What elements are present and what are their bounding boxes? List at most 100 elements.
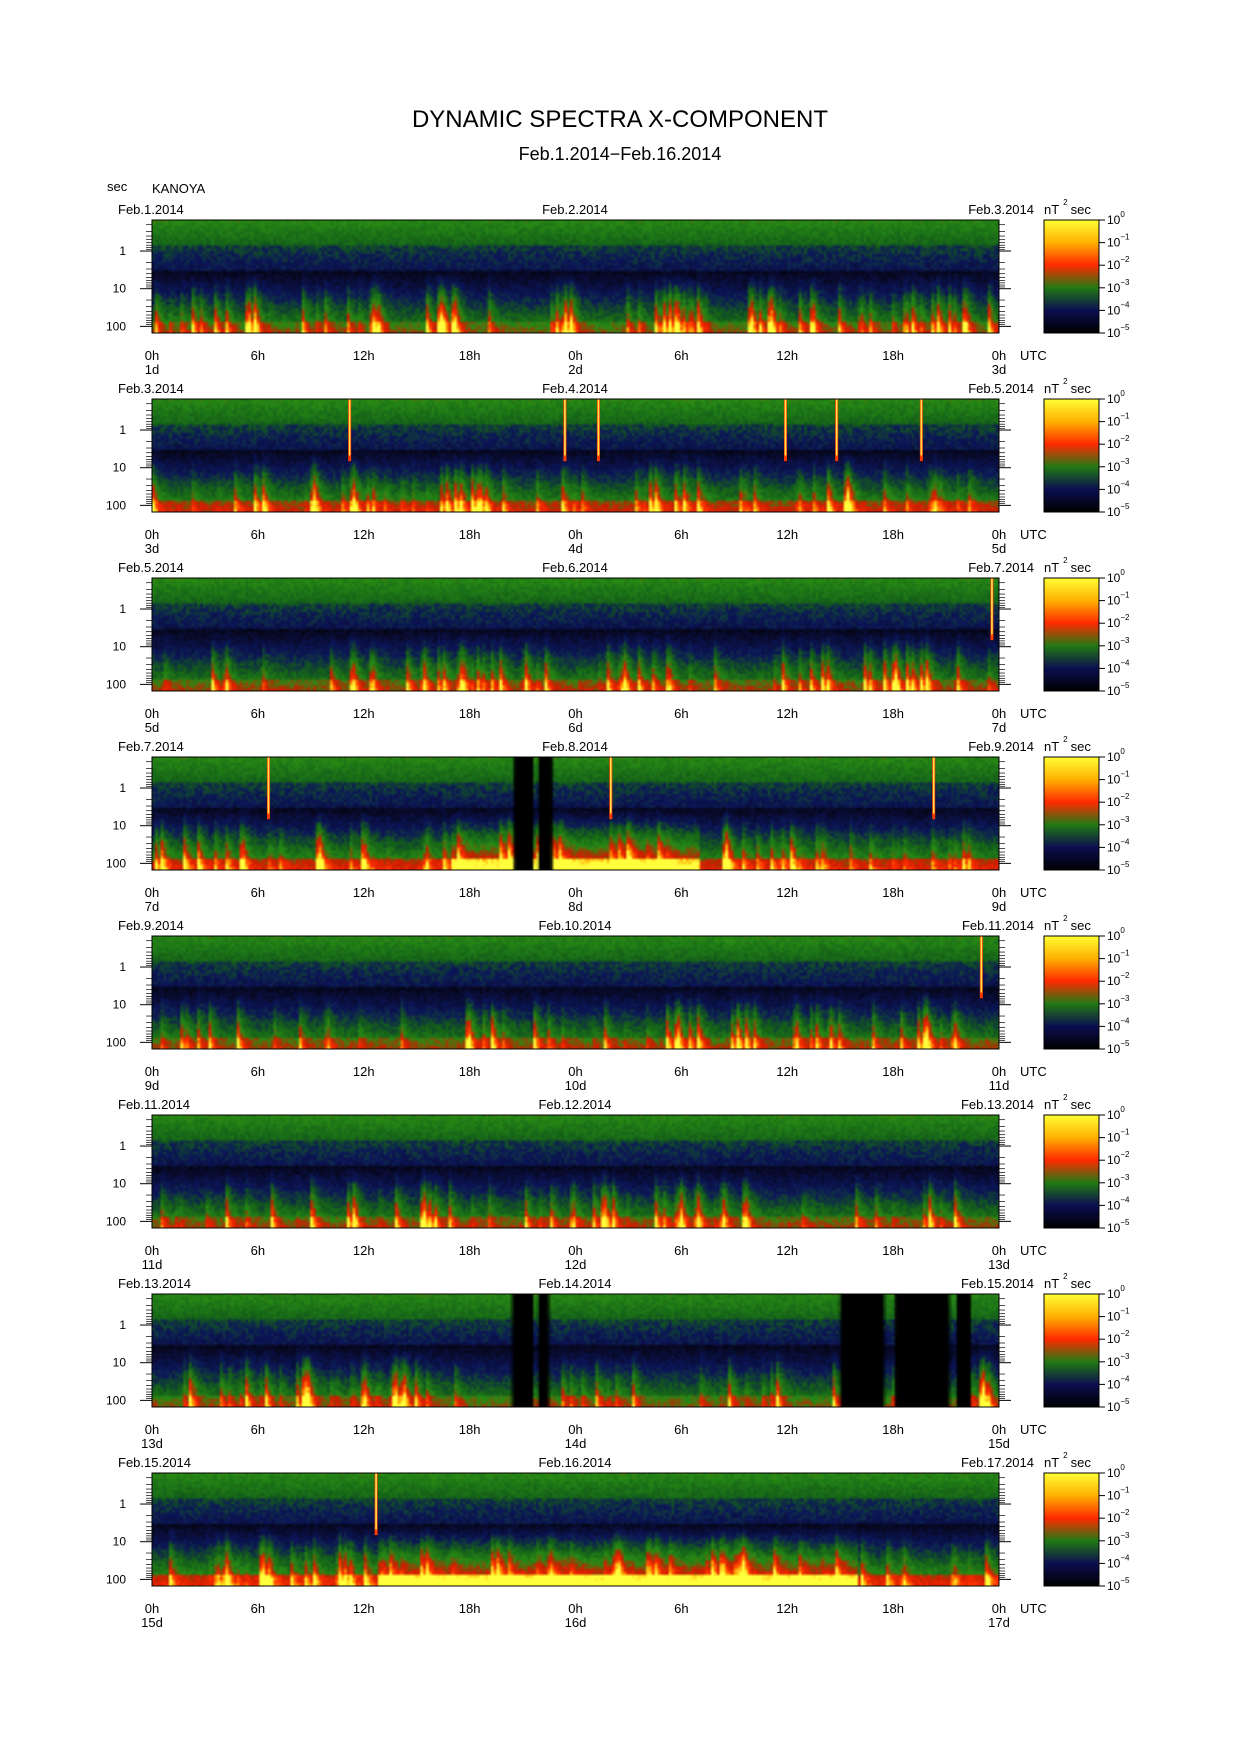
- day-label: 2d: [568, 362, 582, 377]
- x-tick-label: 6h: [674, 706, 688, 721]
- y-tick-label: 100: [106, 498, 126, 512]
- y-tick-label: 1: [119, 244, 126, 258]
- colorbar: 100 10−1 10−2 10−3 10−4 10−5 nT 2 sec: [1043, 914, 1130, 1056]
- y-tick-label: 10: [113, 282, 127, 296]
- day-label: 5d: [145, 720, 159, 735]
- x-tick-label: 6h: [251, 885, 265, 900]
- x-tick-label: 18h: [882, 1243, 904, 1258]
- x-tick-label: 0h: [992, 1422, 1006, 1437]
- colorbar-tick-label: 100: [1107, 568, 1125, 585]
- colorbar-tick-label: 10−2: [1107, 1329, 1130, 1346]
- x-tick-label: 0h: [568, 1243, 582, 1258]
- day-label: 11d: [989, 1078, 1010, 1093]
- colorbar-tick-label: 100: [1107, 1105, 1125, 1122]
- x-tick-label: 18h: [459, 1601, 481, 1616]
- x-tick-label: 12h: [776, 1601, 798, 1616]
- x-tick-label: 0h: [568, 1064, 582, 1079]
- x-tick-label: 12h: [353, 527, 375, 542]
- x-tick-label: 6h: [674, 527, 688, 542]
- x-tick-label: 0h: [145, 706, 159, 721]
- impulse-spike-core: [932, 757, 935, 814]
- y-tick-label: 1: [119, 423, 126, 437]
- colorbar-tick-label: 10−2: [1107, 792, 1130, 809]
- panel-frame: [151, 935, 1000, 1050]
- date-label-mid: Feb.8.2014: [542, 739, 608, 754]
- x-tick-label: 18h: [882, 1422, 904, 1437]
- x-tick-label: 0h: [992, 1243, 1006, 1258]
- x-tick-label: 12h: [776, 1422, 798, 1437]
- x-tick-label: 18h: [459, 1064, 481, 1079]
- colorbar-tick-label: 100: [1107, 389, 1125, 406]
- date-label-mid: Feb.4.2014: [542, 381, 608, 396]
- y-tick-label: 100: [106, 856, 126, 870]
- date-label-start: Feb.5.2014: [118, 560, 184, 575]
- colorbar-unit-label: nT 2 sec: [1044, 1272, 1091, 1291]
- x-unit-label: UTC: [1020, 348, 1047, 363]
- colorbar-tick-label: 10−3: [1107, 457, 1130, 474]
- panel-frame: [151, 219, 1000, 334]
- y-tick-label: 10: [113, 461, 127, 475]
- day-label: 13d: [988, 1257, 1010, 1272]
- colorbar-tick-label: 10−3: [1107, 815, 1130, 832]
- colorbar: 100 10−1 10−2 10−3 10−4 10−5 nT 2 sec: [1043, 1451, 1130, 1593]
- colorbar-scale: [1043, 1472, 1100, 1587]
- x-tick-label: 0h: [145, 527, 159, 542]
- date-label-start: Feb.11.2014: [118, 1097, 190, 1112]
- x-tick-label: 0h: [145, 1601, 159, 1616]
- day-label: 17d: [988, 1615, 1010, 1630]
- y-tick-label: 1: [119, 781, 126, 795]
- colorbar-scale: [1043, 935, 1100, 1050]
- day-label: 10d: [565, 1078, 587, 1093]
- x-tick-label: 6h: [251, 527, 265, 542]
- x-unit-label: UTC: [1020, 1243, 1047, 1258]
- colorbar-tick-label: 10−4: [1107, 1195, 1130, 1212]
- day-label: 12d: [565, 1257, 587, 1272]
- colorbar: 100 10−1 10−2 10−3 10−4 10−5 nT 2 sec: [1043, 735, 1130, 877]
- colorbar-tick-label: 10−4: [1107, 300, 1130, 317]
- x-tick-label: 6h: [674, 348, 688, 363]
- x-tick-label: 6h: [251, 1243, 265, 1258]
- day-label: 15d: [141, 1615, 163, 1630]
- x-unit-label: UTC: [1020, 706, 1047, 721]
- x-tick-label: 12h: [776, 1064, 798, 1079]
- colorbar-tick-label: 10−3: [1107, 1531, 1130, 1548]
- colorbar-tick-label: 10−4: [1107, 1553, 1130, 1570]
- date-label-end: Feb.9.2014: [968, 739, 1034, 754]
- colorbar-tick-label: 10−2: [1107, 434, 1130, 451]
- colorbar-unit-label: nT 2 sec: [1044, 1093, 1091, 1112]
- day-label: 13d: [141, 1436, 163, 1451]
- day-label: 11d: [142, 1257, 163, 1272]
- x-tick-label: 18h: [459, 1422, 481, 1437]
- x-tick-label: 6h: [251, 1601, 265, 1616]
- y-tick-label: 100: [106, 1572, 126, 1586]
- spectrogram-image: [152, 1294, 999, 1407]
- day-label: 5d: [992, 541, 1006, 556]
- colorbar-tick-label: 100: [1107, 926, 1125, 943]
- date-label-mid: Feb.2.2014: [542, 202, 608, 217]
- colorbar-tick-label: 10−5: [1107, 502, 1130, 519]
- x-tick-label: 12h: [776, 348, 798, 363]
- x-unit-label: UTC: [1020, 1064, 1047, 1079]
- chart-title: DYNAMIC SPECTRA X-COMPONENT: [412, 106, 828, 133]
- date-label-end: Feb.5.2014: [968, 381, 1034, 396]
- x-tick-label: 6h: [674, 1064, 688, 1079]
- colorbar-tick-label: 10−4: [1107, 658, 1130, 675]
- chart-subtitle: Feb.1.2014−Feb.16.2014: [519, 144, 722, 164]
- x-tick-label: 0h: [568, 527, 582, 542]
- x-tick-label: 18h: [882, 527, 904, 542]
- x-unit-label: UTC: [1020, 1422, 1047, 1437]
- day-label: 4d: [568, 541, 582, 556]
- y-tick-label: 1: [119, 1318, 126, 1332]
- date-label-end: Feb.7.2014: [968, 560, 1034, 575]
- date-label-start: Feb.15.2014: [118, 1455, 191, 1470]
- impulse-spike-core: [609, 757, 612, 814]
- x-unit-label: UTC: [1020, 1601, 1047, 1616]
- colorbar-scale: [1043, 756, 1100, 871]
- colorbar-tick-label: 10−2: [1107, 1508, 1130, 1525]
- colorbar: 100 10−1 10−2 10−3 10−4 10−5 nT 2 sec: [1043, 377, 1130, 519]
- x-tick-label: 18h: [882, 885, 904, 900]
- colorbar-tick-label: 10−2: [1107, 1150, 1130, 1167]
- x-tick-label: 0h: [568, 706, 582, 721]
- panel-frame: [151, 756, 1000, 871]
